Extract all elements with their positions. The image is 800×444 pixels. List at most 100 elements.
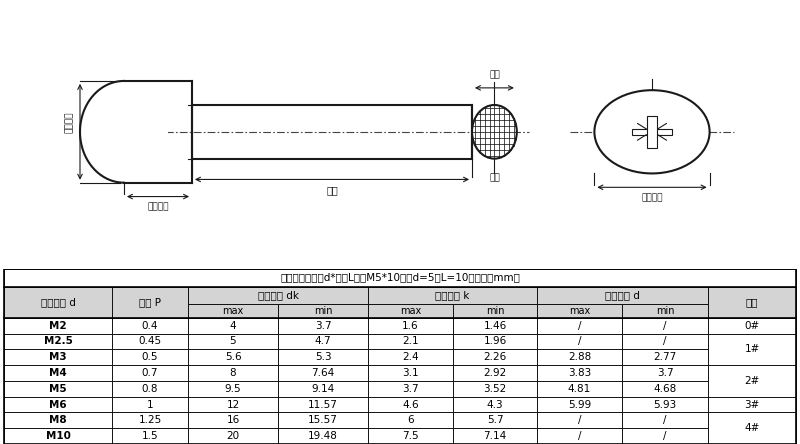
Bar bbox=[622, 349, 708, 365]
Bar bbox=[708, 333, 796, 365]
Text: 1.5: 1.5 bbox=[142, 431, 158, 441]
Text: 1#: 1# bbox=[744, 344, 760, 354]
Text: 0.5: 0.5 bbox=[142, 352, 158, 362]
Bar bbox=[4, 412, 112, 428]
Text: 螺纹直径 d: 螺纹直径 d bbox=[605, 290, 640, 300]
Text: 头部直径: 头部直径 bbox=[65, 112, 74, 133]
Bar bbox=[622, 365, 708, 381]
Text: 1: 1 bbox=[146, 400, 154, 409]
Bar bbox=[188, 396, 278, 412]
Text: 4.81: 4.81 bbox=[568, 384, 591, 394]
Bar bbox=[278, 365, 368, 381]
Text: min: min bbox=[314, 306, 332, 316]
Bar bbox=[112, 396, 188, 412]
Bar bbox=[278, 318, 368, 333]
Bar bbox=[368, 365, 453, 381]
Bar bbox=[112, 318, 188, 333]
Bar bbox=[4, 381, 112, 396]
Text: 5.93: 5.93 bbox=[654, 400, 677, 409]
Bar bbox=[622, 412, 708, 428]
Bar bbox=[368, 287, 537, 304]
Text: 5.6: 5.6 bbox=[225, 352, 242, 362]
Text: 螺距 P: 螺距 P bbox=[139, 297, 161, 307]
Text: 2#: 2# bbox=[744, 376, 760, 386]
Bar bbox=[112, 428, 188, 444]
Bar bbox=[188, 349, 278, 365]
Text: 3.52: 3.52 bbox=[483, 384, 506, 394]
Text: 0.8: 0.8 bbox=[142, 384, 158, 394]
Text: 头部厚度: 头部厚度 bbox=[147, 202, 169, 211]
Text: 3.7: 3.7 bbox=[314, 321, 331, 331]
Bar bbox=[368, 381, 453, 396]
Text: 4.7: 4.7 bbox=[314, 337, 331, 346]
Text: /: / bbox=[663, 337, 666, 346]
Text: 4#: 4# bbox=[744, 423, 760, 433]
Ellipse shape bbox=[472, 105, 517, 159]
Text: 16: 16 bbox=[226, 415, 240, 425]
Text: 5.99: 5.99 bbox=[568, 400, 591, 409]
Bar bbox=[112, 381, 188, 396]
Bar bbox=[453, 304, 537, 318]
Text: M5: M5 bbox=[49, 384, 67, 394]
Bar bbox=[4, 269, 796, 287]
Bar bbox=[537, 333, 622, 349]
Bar bbox=[278, 304, 368, 318]
Text: 2.26: 2.26 bbox=[483, 352, 506, 362]
Text: 直径: 直径 bbox=[489, 71, 500, 79]
Text: 2.88: 2.88 bbox=[568, 352, 591, 362]
Text: 3#: 3# bbox=[744, 400, 760, 409]
Text: 5.3: 5.3 bbox=[314, 352, 331, 362]
Text: /: / bbox=[578, 415, 582, 425]
Bar bbox=[708, 365, 796, 396]
Bar bbox=[112, 333, 188, 349]
Bar bbox=[112, 365, 188, 381]
Bar bbox=[188, 381, 278, 396]
Text: 1.25: 1.25 bbox=[138, 415, 162, 425]
Text: 7.64: 7.64 bbox=[311, 368, 334, 378]
Text: 9.5: 9.5 bbox=[225, 384, 242, 394]
Bar bbox=[188, 365, 278, 381]
Bar bbox=[453, 349, 537, 365]
Bar bbox=[278, 412, 368, 428]
Text: 槽号: 槽号 bbox=[746, 297, 758, 307]
Bar bbox=[4, 349, 112, 365]
Bar bbox=[278, 428, 368, 444]
Text: 20: 20 bbox=[226, 431, 239, 441]
Text: 2.92: 2.92 bbox=[483, 368, 506, 378]
Bar bbox=[453, 365, 537, 381]
Bar bbox=[453, 381, 537, 396]
Bar bbox=[453, 412, 537, 428]
Text: max: max bbox=[569, 306, 590, 316]
Ellipse shape bbox=[594, 90, 710, 174]
Text: 0.4: 0.4 bbox=[142, 321, 158, 331]
Bar bbox=[112, 287, 188, 318]
Bar bbox=[708, 318, 796, 333]
Text: 3.1: 3.1 bbox=[402, 368, 419, 378]
Text: 11.57: 11.57 bbox=[308, 400, 338, 409]
Bar bbox=[278, 396, 368, 412]
Bar bbox=[537, 381, 622, 396]
Bar bbox=[278, 333, 368, 349]
Ellipse shape bbox=[80, 81, 168, 182]
Bar bbox=[537, 428, 622, 444]
Bar bbox=[368, 396, 453, 412]
Bar bbox=[647, 115, 658, 148]
Bar bbox=[453, 396, 537, 412]
Bar bbox=[537, 287, 708, 304]
Text: 公称直径 d: 公称直径 d bbox=[41, 297, 75, 307]
Text: 直径: 直径 bbox=[489, 173, 500, 182]
Text: /: / bbox=[578, 321, 582, 331]
Text: 7.5: 7.5 bbox=[402, 431, 419, 441]
Text: 2.77: 2.77 bbox=[654, 352, 677, 362]
Text: min: min bbox=[486, 306, 504, 316]
Bar bbox=[368, 412, 453, 428]
Text: 3.83: 3.83 bbox=[568, 368, 591, 378]
Text: 头部直径: 头部直径 bbox=[642, 193, 662, 202]
Bar bbox=[453, 428, 537, 444]
Text: 3.7: 3.7 bbox=[402, 384, 419, 394]
Bar bbox=[278, 349, 368, 365]
Bar bbox=[278, 381, 368, 396]
Text: /: / bbox=[578, 337, 582, 346]
Text: 3.7: 3.7 bbox=[657, 368, 674, 378]
Bar bbox=[368, 349, 453, 365]
